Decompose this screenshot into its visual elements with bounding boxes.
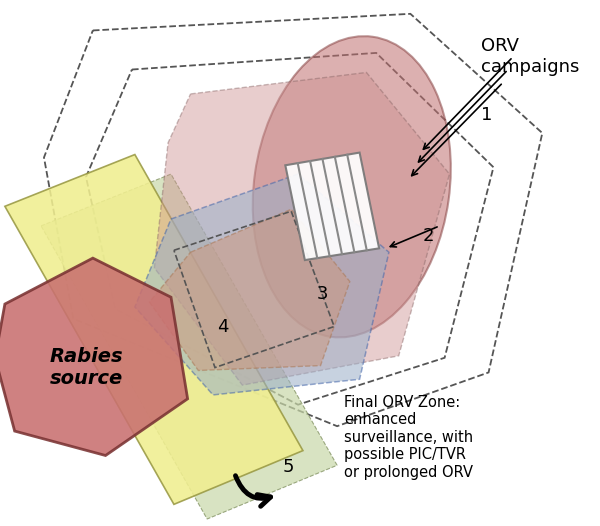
Polygon shape [5,155,303,504]
Polygon shape [0,258,188,456]
Polygon shape [154,73,449,385]
Ellipse shape [253,36,451,337]
Text: Rabies
source: Rabies source [49,347,123,388]
Polygon shape [286,153,379,260]
Polygon shape [41,174,337,519]
Text: ORV
campaigns: ORV campaigns [481,37,579,76]
Text: 2: 2 [422,227,434,245]
Text: 5: 5 [283,458,294,476]
Text: 4: 4 [217,318,229,336]
Polygon shape [135,174,389,395]
Polygon shape [149,209,350,370]
Text: 3: 3 [317,285,328,304]
Text: 1: 1 [481,106,493,125]
Text: Final ORV Zone:
enhanced
surveillance, with
possible PIC/TVR
or prolonged ORV: Final ORV Zone: enhanced surveillance, w… [344,395,473,480]
